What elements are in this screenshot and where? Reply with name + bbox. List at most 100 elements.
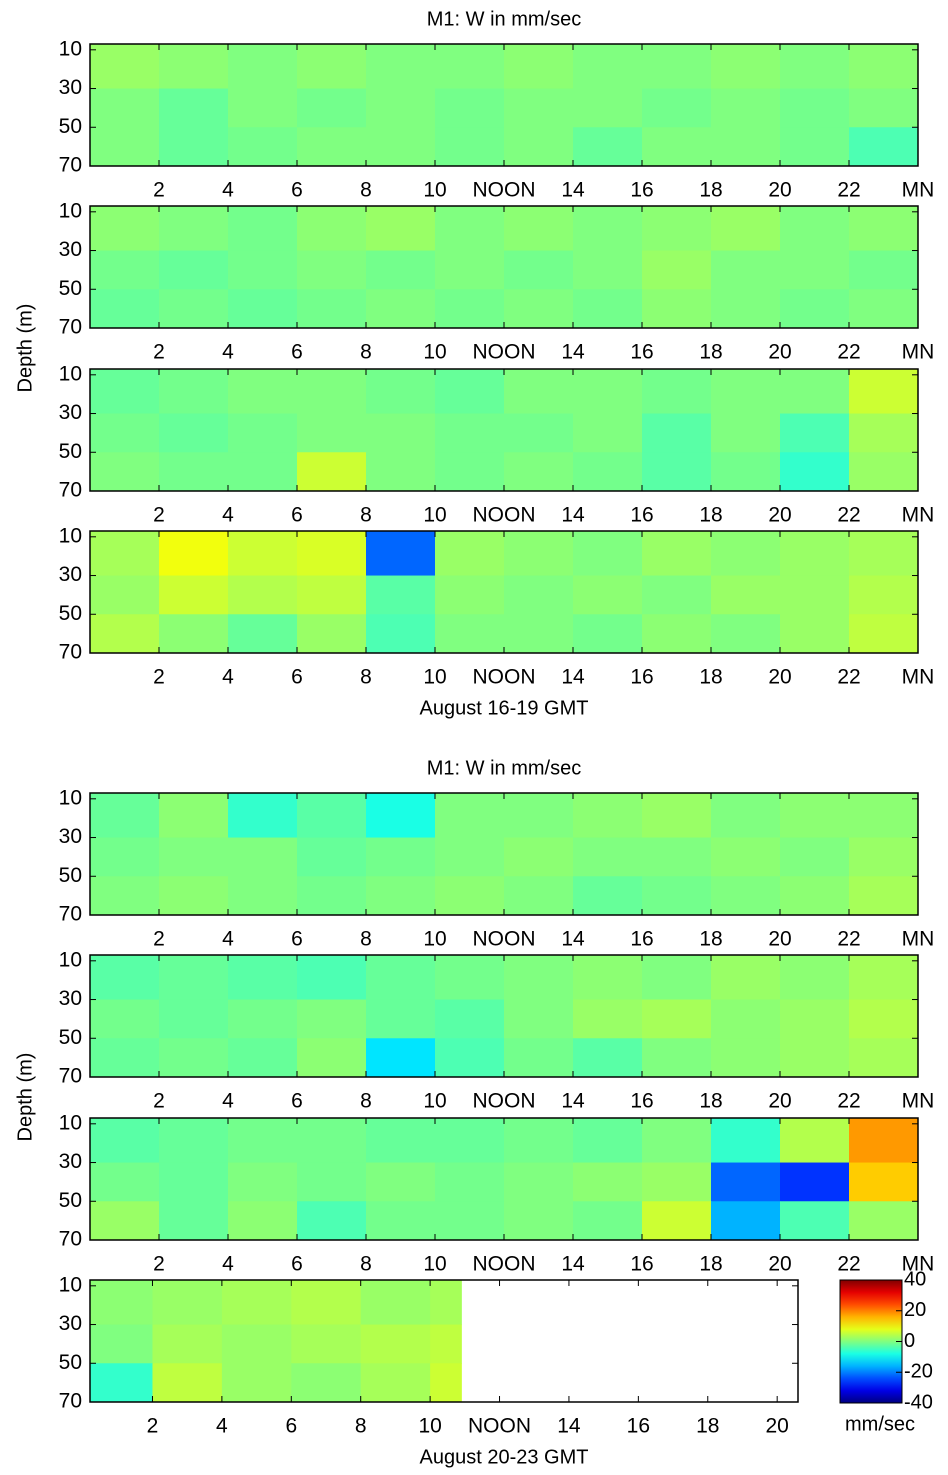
x-tick-label: NOON — [473, 179, 536, 202]
heatmap-cell — [366, 1118, 436, 1164]
heatmap-cell — [159, 531, 229, 577]
x-tick-label: 6 — [291, 341, 303, 364]
heatmap-cell — [366, 837, 436, 877]
heatmap-cell — [90, 88, 160, 128]
x-tick-label: MN — [902, 1253, 935, 1276]
heatmap-cell — [849, 88, 919, 128]
heatmap-cell — [228, 1201, 298, 1241]
heatmap-cell — [504, 837, 574, 877]
x-tick-label: 6 — [291, 1090, 303, 1113]
x-tick-label: 4 — [222, 1253, 234, 1276]
x-tick-label: 10 — [423, 341, 446, 364]
heatmap-cell — [297, 413, 367, 453]
heatmap-cell — [435, 369, 505, 415]
colorbar-tick-label: 20 — [904, 1299, 926, 1321]
x-tick-label: MN — [902, 504, 935, 527]
colorbar-tick-label: -40 — [904, 1391, 933, 1413]
x-tick-label: 14 — [561, 928, 585, 951]
y-tick-label: 10 — [59, 199, 82, 222]
heatmap-cell — [90, 206, 160, 252]
heatmap-cell — [159, 575, 229, 615]
heatmap-cell — [430, 1324, 462, 1364]
heatmap-cell — [504, 1038, 574, 1078]
heatmap-cell — [504, 452, 574, 492]
heatmap-cell — [366, 876, 436, 916]
x-tick-label: MN — [902, 1090, 935, 1113]
heatmap-cell — [90, 955, 160, 1001]
heatmap-cell — [573, 999, 643, 1039]
x-tick-label: 4 — [222, 179, 234, 202]
heatmap-cell — [90, 999, 160, 1039]
heatmap-cell — [573, 250, 643, 290]
x-tick-label: 6 — [291, 666, 303, 689]
heatmap-cell — [711, 250, 781, 290]
x-tick-label: 8 — [360, 1090, 372, 1113]
heatmap-cell — [297, 1118, 367, 1164]
heatmap-cell — [221, 1363, 292, 1403]
heatmap-cell — [435, 614, 505, 654]
heatmap-cell — [435, 999, 505, 1039]
x-tick-label: 22 — [837, 179, 860, 202]
x-tick-label: 4 — [222, 1090, 234, 1113]
heatmap-cell — [159, 955, 229, 1001]
heatmap-cell — [90, 1038, 160, 1078]
heatmap-cell — [711, 999, 781, 1039]
heatmap-cell — [573, 955, 643, 1001]
heatmap-cell — [780, 250, 850, 290]
heatmap-cell — [90, 413, 160, 453]
x-tick-label: NOON — [473, 1253, 536, 1276]
heatmap-cell — [90, 793, 160, 839]
heatmap-cell — [780, 531, 850, 577]
x-tick-label: 14 — [561, 341, 585, 364]
y-tick-label: 10 — [59, 1273, 82, 1296]
heatmap-cell — [849, 206, 919, 252]
heatmap-cell — [849, 614, 919, 654]
heatmap-cell — [573, 452, 643, 492]
heatmap-cell — [711, 206, 781, 252]
heatmap-cell — [573, 44, 643, 90]
y-tick-label: 10 — [59, 524, 82, 547]
heatmap-cell — [642, 876, 712, 916]
x-tick-label: 10 — [423, 666, 446, 689]
heatmap-cell — [228, 876, 298, 916]
heatmap-cell — [90, 44, 160, 90]
heatmap-cell — [504, 369, 574, 415]
y-tick-label: 50 — [59, 602, 82, 625]
x-tick-label: 20 — [768, 179, 791, 202]
heatmap-cell — [849, 876, 919, 916]
heatmap-cell — [780, 127, 850, 167]
heatmap-cell — [159, 837, 229, 877]
heatmap-cell — [504, 44, 574, 90]
heatmap-cell — [366, 1201, 436, 1241]
heatmap-cell — [504, 614, 574, 654]
heatmap-cell — [297, 44, 367, 90]
heatmap-cell — [228, 531, 298, 577]
x-tick-label: 18 — [699, 179, 722, 202]
heatmap-cell — [291, 1280, 362, 1326]
heatmap-cell — [228, 575, 298, 615]
x-tick-label: 14 — [561, 1253, 585, 1276]
x-tick-label: 2 — [147, 1415, 159, 1438]
heatmap-cell — [228, 837, 298, 877]
heatmap-cell — [297, 1162, 367, 1202]
heatmap-cell — [360, 1363, 431, 1403]
heatmap-cell — [435, 955, 505, 1001]
heatmap-cell — [297, 452, 367, 492]
x-tick-label: 18 — [696, 1415, 719, 1438]
x-axis-label: August 16-19 GMT — [420, 697, 589, 719]
heatmap-cell — [711, 1201, 781, 1241]
heatmap-cell — [849, 1038, 919, 1078]
heatmap-cell — [780, 876, 850, 916]
heatmap-cell — [711, 1038, 781, 1078]
heatmap-cell — [228, 206, 298, 252]
colorbar-tick-label: -20 — [904, 1361, 933, 1383]
heatmap-cell — [711, 289, 781, 329]
heatmap-cell — [297, 876, 367, 916]
y-tick-label: 50 — [59, 1351, 82, 1374]
y-tick-label: 30 — [59, 238, 82, 261]
x-tick-label: 4 — [222, 341, 234, 364]
chart-title: M1: W in mm/sec — [427, 8, 581, 30]
heatmap-cell — [573, 369, 643, 415]
heatmap-cell — [366, 1038, 436, 1078]
